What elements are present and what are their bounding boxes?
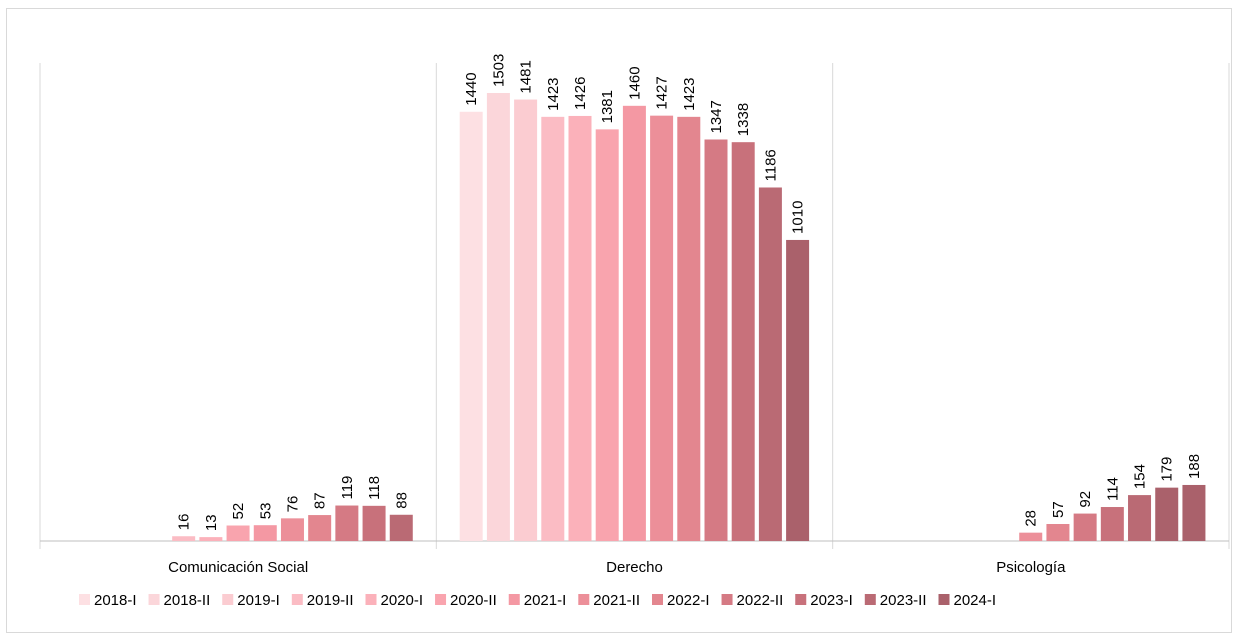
data-label: 1427 [654, 76, 671, 109]
data-label: 114 [1104, 477, 1121, 501]
chart-frame: 16 13 52 53 76 87 119 118 88 Comunicación Social 1… [6, 8, 1232, 633]
bar [226, 525, 250, 541]
data-label: 188 [1186, 454, 1203, 479]
data-label: 154 [1132, 464, 1149, 489]
data-label: 1481 [518, 60, 535, 93]
legend-swatch [148, 594, 160, 605]
legend-label: 2020-II [450, 592, 497, 609]
data-label: 118 [366, 476, 383, 500]
data-label: 16 [176, 514, 193, 531]
data-label: 1503 [490, 54, 507, 87]
legend-swatch [508, 594, 520, 605]
legend-swatch [79, 594, 90, 605]
legend-swatch [291, 594, 303, 605]
bar [199, 537, 223, 541]
legend-swatch [864, 594, 876, 605]
data-label: 179 [1159, 457, 1176, 482]
legend-label: 2023-I [810, 592, 853, 609]
bar [1019, 532, 1043, 541]
legend-label: 2024-I [954, 592, 997, 609]
data-label: 1186 [762, 149, 779, 181]
data-label: 87 [312, 492, 329, 509]
data-label: 1423 [681, 77, 698, 110]
data-label: 1426 [572, 77, 589, 110]
bar [362, 505, 386, 541]
data-label: 53 [257, 503, 274, 520]
bar [253, 525, 277, 541]
legend-swatch [365, 594, 377, 605]
legend-label: 2021-I [524, 592, 567, 609]
bar [459, 111, 483, 541]
legend-swatch [652, 594, 663, 605]
data-label: 119 [339, 476, 356, 500]
data-label: 92 [1077, 491, 1094, 508]
legend-label: 2019-I [237, 592, 280, 609]
category-label: Psicología [996, 559, 1066, 576]
data-label: 57 [1050, 501, 1067, 518]
legend-label: 2018-I [94, 592, 137, 609]
bar [308, 515, 332, 541]
bar [389, 514, 413, 541]
bar [541, 116, 565, 541]
legend-swatch [578, 594, 590, 605]
data-label: 1440 [463, 72, 480, 105]
bar [1073, 513, 1097, 541]
bar [514, 99, 538, 541]
legend-swatch [795, 594, 807, 605]
bar [486, 93, 510, 541]
bar [335, 505, 359, 541]
bar [786, 239, 810, 541]
data-label: 1347 [708, 100, 725, 133]
bar [677, 116, 701, 541]
bar [622, 105, 646, 542]
bar [1128, 495, 1152, 541]
category-label: Comunicación Social [168, 559, 308, 576]
bar [1182, 484, 1206, 541]
bar [595, 129, 619, 541]
legend-swatch [938, 594, 950, 605]
data-label: 1010 [790, 201, 807, 234]
bar [1100, 507, 1124, 541]
bar [731, 142, 755, 541]
bar [704, 139, 728, 541]
data-label: 1460 [626, 66, 643, 99]
bar [280, 518, 304, 541]
data-label: 1423 [545, 77, 562, 110]
bar [650, 115, 674, 542]
data-label: 28 [1023, 510, 1040, 527]
bar [1155, 487, 1179, 541]
legend-label: 2019-II [307, 592, 354, 609]
data-label: 1381 [599, 90, 616, 123]
bar [1046, 524, 1070, 541]
legend-label: 2018-II [164, 592, 211, 609]
legend-swatch [721, 594, 733, 605]
data-label: 1338 [735, 103, 752, 136]
bar [568, 115, 592, 542]
legend-label: 2020-I [381, 592, 424, 609]
legend-label: 2022-I [667, 592, 710, 609]
data-label: 52 [230, 503, 247, 520]
legend-label: 2022-II [737, 592, 784, 609]
legend-swatch [435, 594, 447, 605]
category-label: Derecho [606, 559, 663, 576]
bar [172, 536, 196, 541]
data-label: 88 [393, 492, 410, 509]
bar-chart: 16 13 52 53 76 87 119 118 88 Comunicación Social 1… [39, 54, 1230, 609]
legend-label: 2021-II [593, 592, 640, 609]
legend-label: 2023-II [880, 592, 927, 609]
data-label: 13 [203, 514, 220, 531]
legend-swatch [222, 594, 234, 605]
bar [758, 187, 782, 542]
data-label: 76 [284, 496, 301, 513]
